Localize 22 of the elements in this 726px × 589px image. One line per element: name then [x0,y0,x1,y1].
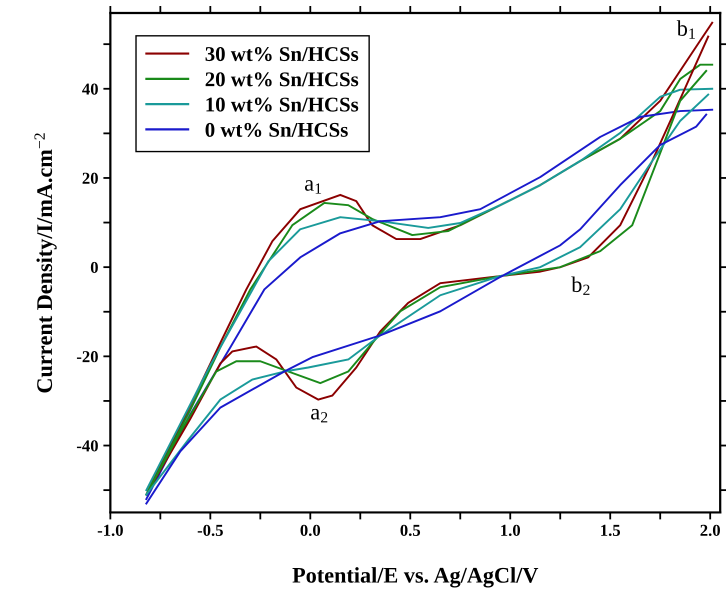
legend-label: 10 wt% Sn/HCSs [206,98,358,112]
legend-label: 0 wt% Sn/HCSs [206,122,348,137]
annotation: b$_{1}$ [676,20,695,39]
x-axis-title: Potential/E vs. Ag/AgCl/V [292,567,538,588]
x-tick-label: -1.0 [98,524,123,536]
y-tick-label: -20 [76,351,98,362]
y-tick-label: -40 [76,440,98,452]
y-tick-label: 20 [82,172,98,184]
x-tick-label: 1.0 [501,524,520,536]
y-tick-label: 40 [82,83,98,95]
annotation: b$_{2}$ [571,276,590,295]
legend-label: 30 wt% Sn/HCSs [206,47,358,62]
y-axis-title: Current Density/I/mA.cm$^{−2}$ [34,133,57,392]
x-tick-label: 2.0 [700,524,720,536]
x-tick-label: 0.0 [300,524,320,536]
annotation: a$_{1}$ [304,180,322,194]
x-tick-label: 1.5 [601,524,620,536]
x-tick-label: -0.5 [198,524,223,536]
legend-label: 20 wt% Sn/HCSs [206,72,358,86]
y-tick-label: 0 [90,262,98,274]
annotation: a$_{2}$ [311,408,328,422]
x-tick-label: 0.5 [400,524,420,536]
